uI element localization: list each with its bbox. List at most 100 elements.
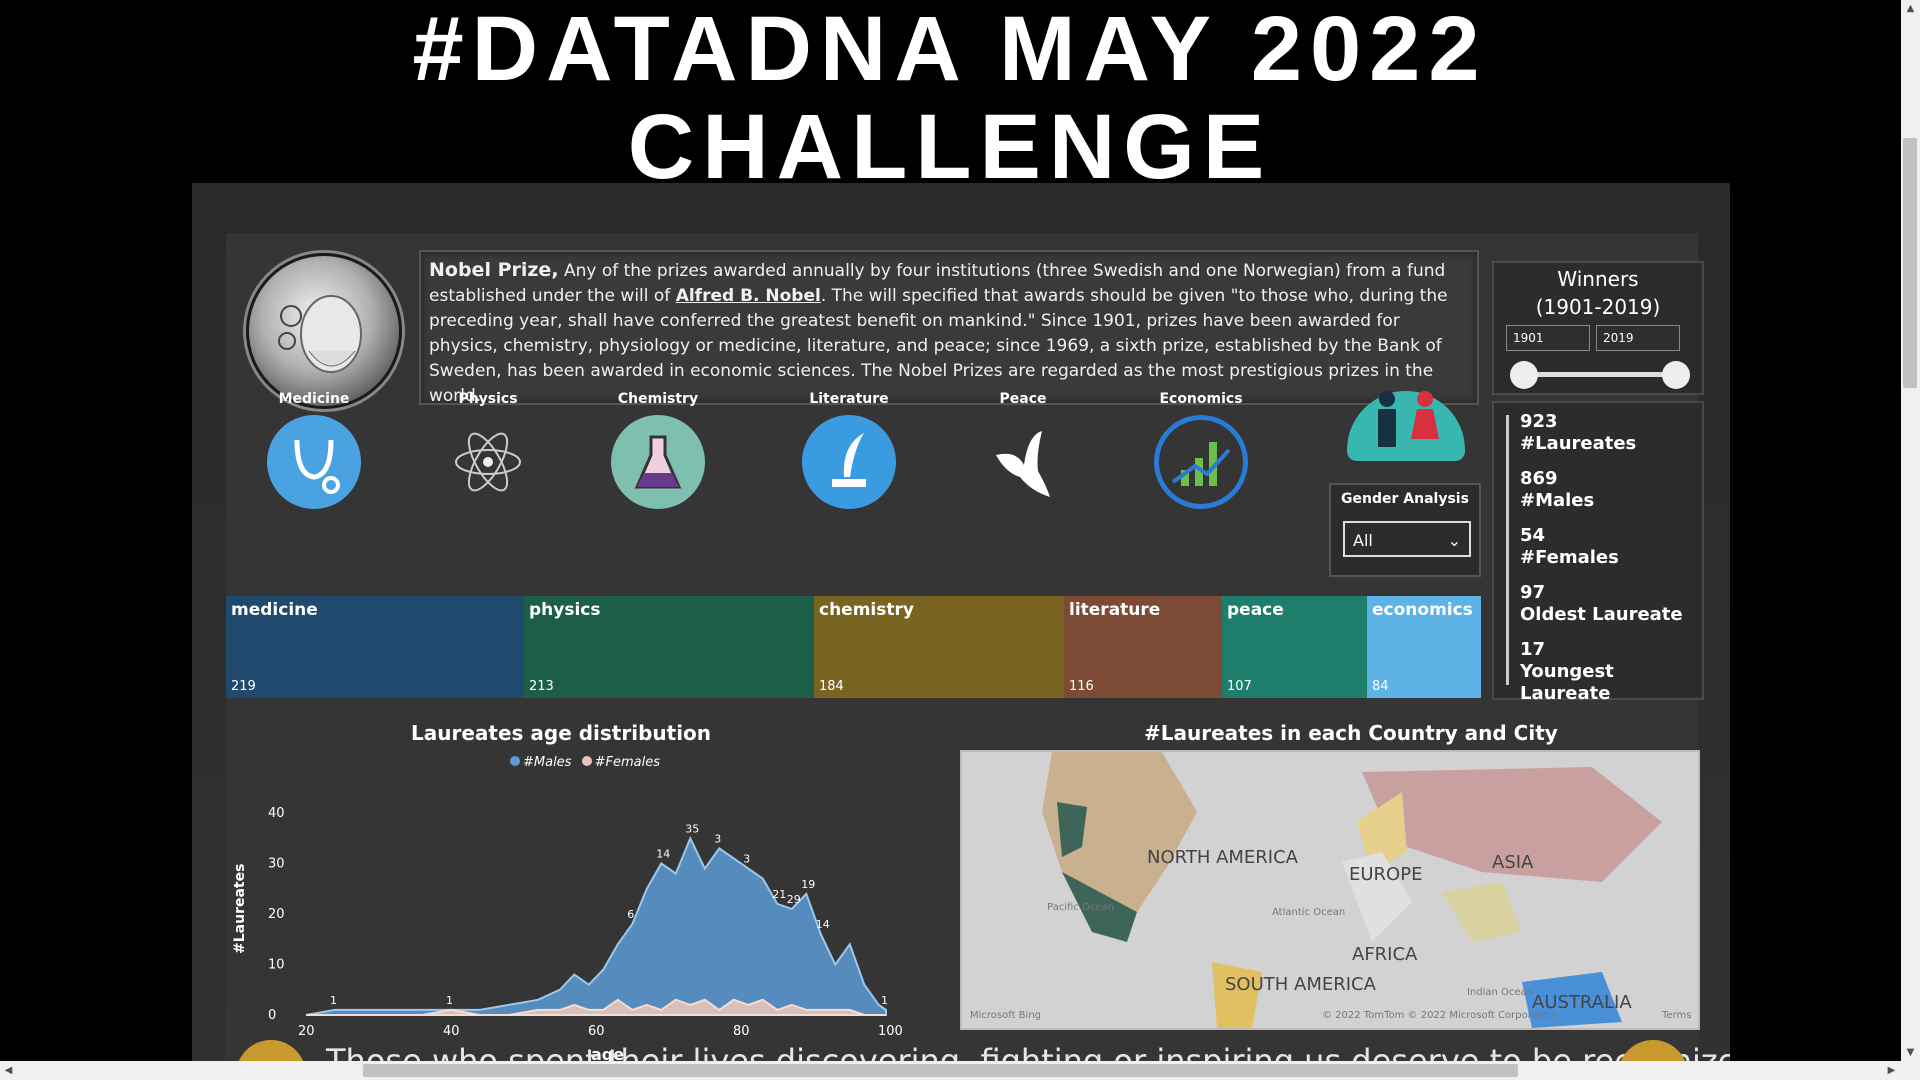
map-terms-link[interactable]: Terms — [1662, 1010, 1691, 1021]
stat-label: #Females — [1520, 547, 1619, 569]
category-literature[interactable]: Literature — [784, 391, 914, 509]
scroll-right-arrow-icon[interactable]: ▶ — [1883, 1062, 1900, 1079]
stat-label: Oldest Laureate — [1520, 604, 1683, 626]
category-label: Medicine — [249, 391, 379, 407]
stethoscope-icon — [267, 415, 361, 509]
stat-oldest: 97 Oldest Laureate — [1520, 582, 1683, 626]
data-label: 21 — [772, 888, 786, 901]
map-brand: Microsoft Bing — [970, 1010, 1041, 1021]
flask-icon — [611, 415, 705, 509]
data-label: 3 — [743, 853, 750, 866]
treemap-tile-peace[interactable]: peace 107 — [1222, 596, 1367, 698]
x-tick-label: 80 — [733, 1024, 750, 1039]
y-tick-label: 30 — [268, 857, 285, 872]
map-credit: © 2022 TomTom © 2022 Microsoft Corporati… — [1322, 1010, 1557, 1021]
year-slider-start-handle[interactable] — [1510, 361, 1538, 389]
data-label: 1 — [446, 994, 453, 1007]
series-area-males — [306, 838, 886, 1015]
gender-filter: Gender Analysis All ⌄ — [1329, 483, 1481, 577]
map-label-atlantic: Atlantic Ocean — [1272, 907, 1345, 918]
nobel-medal-image — [246, 253, 402, 409]
x-tick-label: 20 — [298, 1024, 315, 1039]
treemap-tile-value: 84 — [1372, 679, 1389, 694]
treemap-tile-label: physics — [529, 600, 809, 620]
vertical-scroll-thumb[interactable] — [1903, 138, 1917, 388]
x-tick-label: 100 — [878, 1024, 903, 1039]
quill-icon — [802, 415, 896, 509]
vertical-scrollbar[interactable]: ▲ ▼ — [1901, 0, 1920, 1061]
category-medicine[interactable]: Medicine — [249, 391, 379, 509]
age-chart-title: Laureates age distribution — [411, 721, 711, 745]
category-physics[interactable]: Physics — [423, 391, 553, 509]
stat-label: #Males — [1520, 490, 1594, 512]
data-label: 19 — [801, 878, 815, 891]
stat-label: Youngest Laureate — [1520, 661, 1702, 705]
headline-line-1: #DATADNA MAY 2022 — [0, 0, 1900, 98]
category-label: Literature — [784, 391, 914, 407]
year-slider-track[interactable] — [1524, 372, 1678, 377]
map-label-pacific: Pacific Ocean — [1047, 902, 1114, 913]
treemap-tile-value: 219 — [231, 679, 256, 694]
dove-icon — [976, 415, 1070, 509]
gender-dropdown[interactable]: All ⌄ — [1343, 521, 1471, 557]
category-label: Chemistry — [593, 391, 723, 407]
chevron-down-icon: ⌄ — [1448, 523, 1461, 559]
treemap-tile-value: 107 — [1227, 679, 1252, 694]
map-label-south-america: SOUTH AMERICA — [1225, 974, 1376, 995]
category-economics[interactable]: Economics — [1136, 391, 1266, 509]
map-label-africa: AFRICA — [1352, 944, 1417, 965]
dashboard-canvas: Nobel Prize, Any of the prizes awarded a… — [226, 233, 1698, 1063]
y-axis-label: #Laureates — [232, 864, 248, 954]
y-tick-label: 40 — [268, 806, 285, 821]
year-to-input[interactable]: 2019 — [1596, 325, 1680, 351]
treemap-tile-medicine[interactable]: medicine 219 — [226, 596, 524, 698]
legend-marker-females — [582, 756, 592, 766]
treemap-tile-label: economics — [1372, 600, 1476, 620]
description-term: Nobel Prize, — [429, 259, 559, 281]
y-tick-label: 0 — [268, 1008, 276, 1023]
treemap-tile-label: medicine — [231, 600, 519, 620]
x-tick-label: 40 — [443, 1024, 460, 1039]
scroll-up-arrow-icon[interactable]: ▲ — [1902, 0, 1919, 17]
treemap-tile-label: literature — [1069, 600, 1217, 620]
page-headline: #DATADNA MAY 2022 CHALLENGE — [0, 0, 1900, 196]
category-peace[interactable]: Peace — [958, 391, 1088, 509]
stat-value: 869 — [1520, 468, 1594, 490]
data-label: 1 — [330, 994, 337, 1007]
treemap-tile-physics[interactable]: physics 213 — [524, 596, 814, 698]
stat-value: 97 — [1520, 582, 1683, 604]
stat-females: 54 #Females — [1520, 525, 1619, 569]
laureates-map[interactable]: NORTH AMERICA EUROPE ASIA AFRICA SOUTH A… — [960, 750, 1700, 1030]
gender-filter-label: Gender Analysis — [1331, 491, 1479, 507]
scroll-left-arrow-icon[interactable]: ◀ — [0, 1062, 17, 1079]
bottom-banner: Those who spent their lives discovering,… — [226, 1040, 1698, 1063]
scroll-down-arrow-icon[interactable]: ▼ — [1902, 1044, 1919, 1061]
treemap-tile-label: chemistry — [819, 600, 1059, 620]
medal-coin-left — [236, 1040, 306, 1063]
dashboard: Nobel Prize, Any of the prizes awarded a… — [192, 183, 1730, 1063]
treemap-tile-chemistry[interactable]: chemistry 184 — [814, 596, 1064, 698]
treemap-tile-value: 184 — [819, 679, 844, 694]
alfred-nobel-link[interactable]: Alfred B. Nobel — [676, 286, 821, 306]
legend-males: #Males — [523, 755, 571, 770]
map-title: #Laureates in each Country and City — [1144, 721, 1558, 745]
year-from-input[interactable]: 1901 — [1506, 325, 1590, 351]
banner-text: Those who spent their lives discovering,… — [326, 1042, 1730, 1063]
legend-marker-males — [510, 756, 520, 766]
data-label: 14 — [656, 848, 670, 861]
horizontal-scrollbar[interactable]: ◀ ▶ — [0, 1061, 1920, 1080]
winners-range: (1901-2019) — [1494, 295, 1702, 319]
map-label-europe: EUROPE — [1349, 864, 1422, 885]
treemap-tile-economics[interactable]: economics 84 — [1367, 596, 1481, 698]
winners-slicer: Winners (1901-2019) 1901 2019 — [1492, 261, 1704, 395]
treemap-tile-literature[interactable]: literature 116 — [1064, 596, 1222, 698]
data-label: 35 — [685, 822, 699, 835]
stat-value: 17 — [1520, 639, 1702, 661]
map-label-north-america: NORTH AMERICA — [1147, 847, 1298, 868]
category-chemistry[interactable]: Chemistry — [593, 391, 723, 509]
horizontal-scroll-thumb[interactable] — [363, 1064, 1518, 1077]
male-female-icon — [1347, 391, 1465, 461]
treemap-tile-label: peace — [1227, 600, 1362, 620]
stat-label: #Laureates — [1520, 433, 1636, 455]
year-slider-end-handle[interactable] — [1662, 361, 1690, 389]
